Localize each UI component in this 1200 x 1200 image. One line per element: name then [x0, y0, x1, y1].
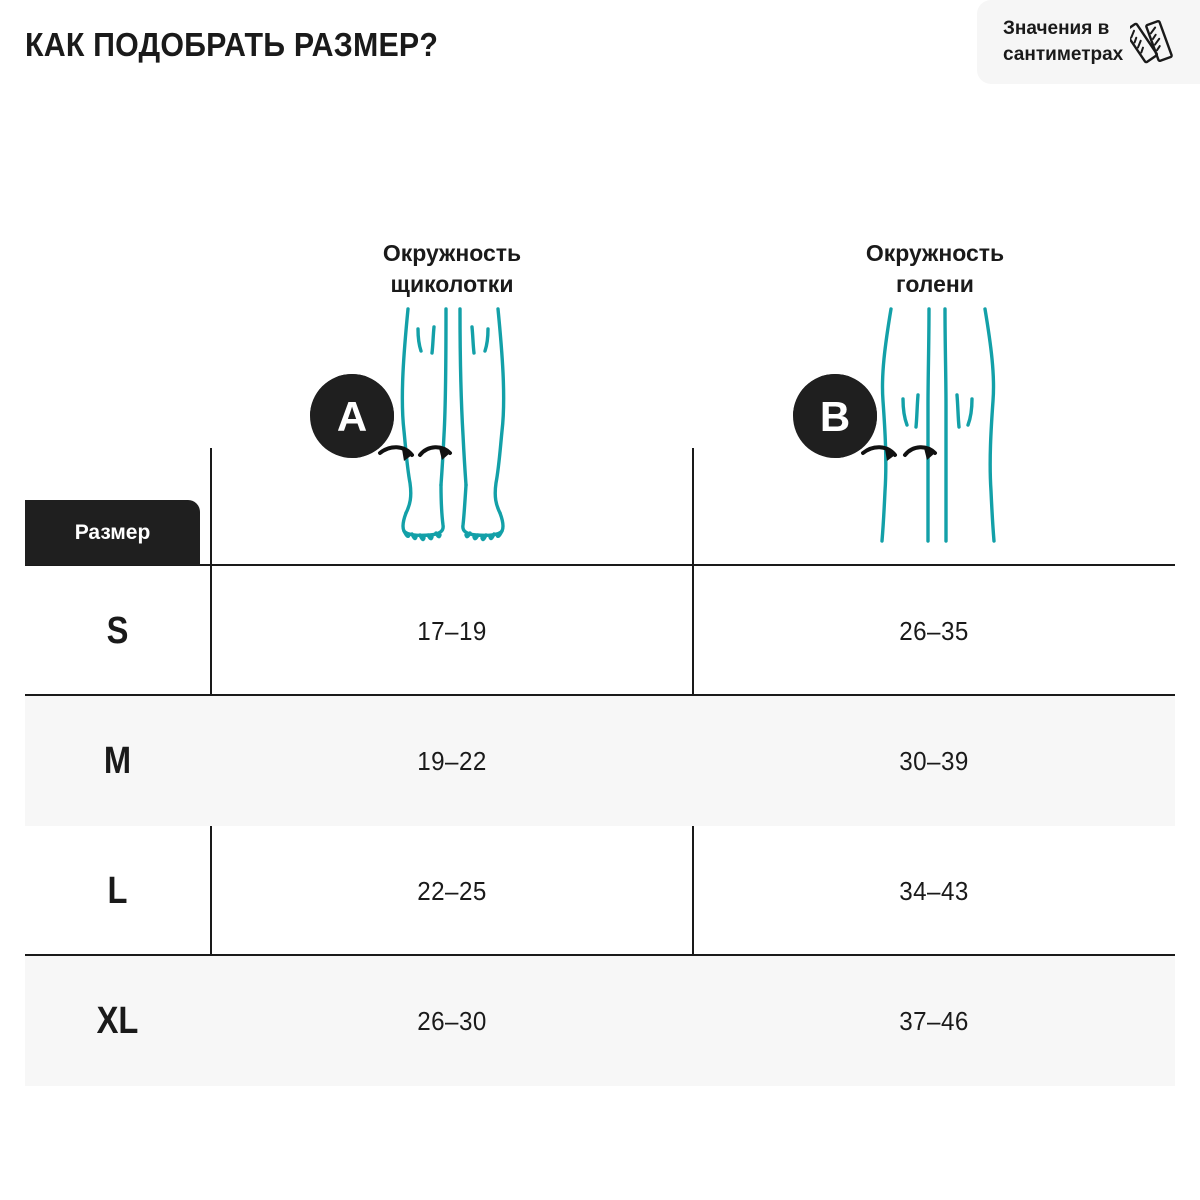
column-header-ankle-line2: щиколотки	[390, 271, 514, 297]
marker-a	[310, 374, 394, 458]
size-column-header-tab: Размер	[25, 500, 200, 565]
table-row: L 22–25 34–43	[25, 826, 1175, 956]
row-calf-value: 26–35	[899, 615, 969, 646]
column-header-calf-line1: Окружность	[865, 240, 1005, 266]
table-row-divider-1	[25, 694, 1175, 696]
table-row: M 19–22 30–39	[25, 696, 1175, 826]
size-column-header-label: Размер	[74, 520, 151, 544]
table-row: XL 26–30 37–46	[25, 956, 1175, 1086]
svg-text:A: A	[337, 393, 367, 440]
table-row-divider-3	[25, 954, 1175, 956]
row-size-label: L	[107, 869, 128, 912]
row-size-label: XL	[96, 999, 139, 1042]
row-calf-value: 34–43	[899, 875, 969, 906]
marker-b	[793, 374, 877, 458]
page-title: КАК ПОДОБРАТЬ РАЗМЕР?	[25, 26, 439, 63]
units-badge-line2: сантиметрах	[1003, 44, 1124, 65]
units-badge: Значения в сантиметрах	[977, 0, 1200, 84]
rulers-icon	[1123, 8, 1184, 64]
units-badge-text: Значения в сантиметрах	[1003, 16, 1143, 68]
column-header-ankle: Окружность щиколотки	[302, 238, 602, 300]
table-row-divider-header	[25, 564, 1175, 566]
column-header-calf: Окружность голени	[785, 238, 1085, 300]
ankle-illustration: A	[300, 305, 600, 545]
row-size-label: S	[106, 609, 129, 652]
table-row: S 17–19 26–35	[25, 566, 1175, 696]
column-header-ankle-line1: Окружность	[382, 240, 522, 266]
row-calf-value: 37–46	[899, 1005, 969, 1036]
calf-illustration: B	[785, 305, 1085, 545]
row-calf-value: 30–39	[899, 745, 969, 776]
row-ankle-value: 26–30	[417, 1005, 487, 1036]
row-ankle-value: 19–22	[417, 745, 487, 776]
row-ankle-value: 22–25	[417, 875, 487, 906]
units-badge-line1: Значения в	[1003, 18, 1110, 39]
row-size-label: M	[103, 739, 132, 782]
column-header-calf-line2: голени	[896, 271, 974, 297]
row-ankle-value: 17–19	[417, 615, 487, 646]
svg-text:B: B	[820, 393, 850, 440]
